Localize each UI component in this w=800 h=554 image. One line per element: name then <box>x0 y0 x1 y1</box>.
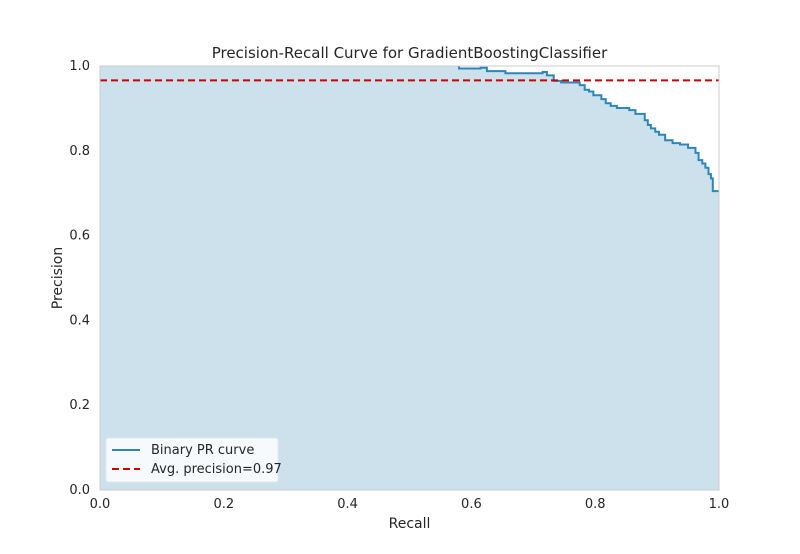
y-tick-label: 0.6 <box>69 229 90 244</box>
y-tick-label: 0.2 <box>69 398 90 413</box>
y-tick-label: 0.8 <box>69 144 90 159</box>
x-tick-label: 0.8 <box>585 497 606 512</box>
pr-curve-fill <box>100 66 719 490</box>
chart-title: Precision-Recall Curve for GradientBoost… <box>212 44 608 62</box>
x-axis-label: Recall <box>389 516 431 532</box>
x-tick-label: 0.0 <box>90 497 111 512</box>
y-axis-label: Precision <box>50 247 66 309</box>
plot-frame <box>99 65 720 491</box>
pr-curve-line <box>458 66 719 193</box>
legend-label-pr-curve: Binary PR curve <box>151 443 254 458</box>
legend: Binary PR curve Avg. precision=0.97 <box>105 437 282 483</box>
legend-box <box>105 437 279 483</box>
x-tick-label: 0.2 <box>213 497 234 512</box>
y-tick-label: 0.0 <box>69 483 90 498</box>
x-tick-label: 0.4 <box>337 497 358 512</box>
legend-label-avg-precision: Avg. precision=0.97 <box>151 462 282 477</box>
x-tick-label: 1.0 <box>709 497 730 512</box>
x-tick-label: 0.6 <box>461 497 482 512</box>
y-tick-label: 0.4 <box>69 313 90 328</box>
y-tick-label: 1.0 <box>69 59 90 74</box>
